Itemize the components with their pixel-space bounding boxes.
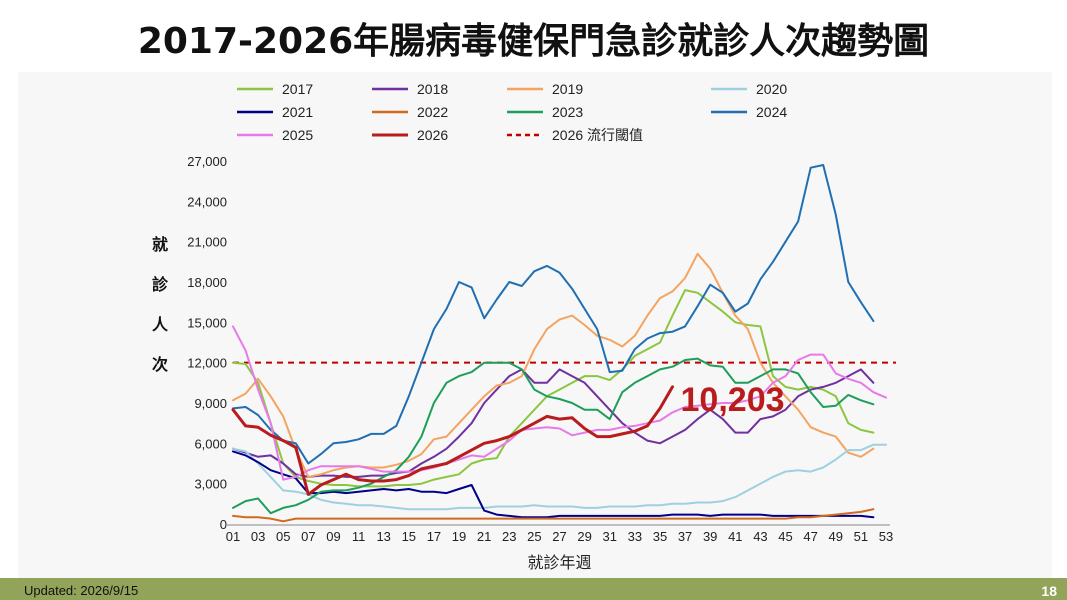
y-tick-label: 6,000 — [194, 436, 227, 451]
y-axis-label: 就診人次 — [152, 235, 169, 374]
y-tick-label: 27,000 — [187, 154, 227, 169]
x-tick-label: 49 — [829, 529, 843, 544]
y-tick-label: 18,000 — [187, 275, 227, 290]
series-group — [231, 164, 887, 523]
x-tick-label: 27 — [552, 529, 566, 544]
y-axis-ticks: 0 3,000 6,000 9,000 12,000 15,000 18,000 21,000… — [187, 154, 227, 532]
x-tick-label: 51 — [854, 529, 868, 544]
x-tick-label: 29 — [577, 529, 591, 544]
x-tick-label: 45 — [778, 529, 792, 544]
x-tick-label: 11 — [352, 529, 366, 544]
series-line-2022 — [232, 508, 875, 523]
legend-label: 2026 — [417, 127, 448, 143]
x-tick-label: 25 — [527, 529, 541, 544]
series-line-2021 — [232, 450, 875, 519]
x-tick-label: 19 — [452, 529, 466, 544]
x-tick-label: 35 — [653, 529, 667, 544]
x-axis-ticks: 01 03 05 07 09 11 13 15 17 19 21 23 25 27 29 31 33 35 37 39… — [226, 529, 893, 544]
series-line-2019 — [232, 252, 875, 478]
page-title: 2017-2026年腸病毒健保門急診就診人次趨勢圖 — [137, 21, 930, 62]
legend-label: 2022 — [417, 104, 448, 120]
x-tick-label: 17 — [427, 529, 441, 544]
legend-label: 2019 — [552, 81, 583, 97]
x-tick-label: 23 — [502, 529, 516, 544]
series-line-2024 — [232, 164, 875, 465]
legend-label: 2018 — [417, 81, 448, 97]
x-tick-label: 05 — [276, 529, 290, 544]
x-tick-label: 47 — [803, 529, 817, 544]
x-tick-label: 21 — [477, 529, 491, 544]
series-line-2020 — [232, 443, 887, 511]
legend-label: 2023 — [552, 104, 583, 120]
x-tick-label: 03 — [251, 529, 265, 544]
x-tick-label: 39 — [703, 529, 717, 544]
series-line-2023 — [232, 357, 875, 515]
x-tick-label: 43 — [753, 529, 767, 544]
y-axis-label-char: 次 — [152, 355, 168, 374]
legend-label: 2024 — [756, 104, 787, 120]
x-tick-label: 37 — [678, 529, 692, 544]
latest-value-callout: 10,203 — [681, 381, 785, 419]
legend-label: 2026 流行閾值 — [552, 127, 643, 143]
page-number: 18 — [1041, 583, 1057, 599]
x-tick-label: 53 — [879, 529, 893, 544]
y-axis-label-char: 人 — [152, 315, 169, 334]
x-tick-label: 13 — [376, 529, 390, 544]
x-axis-label: 就診年週 — [527, 553, 591, 572]
legend: 2017 2018 2019 2020 2021 2022 2023 2024 2025 2026… — [237, 81, 787, 143]
y-axis-label-char: 就 — [152, 235, 168, 254]
x-tick-label: 31 — [602, 529, 616, 544]
y-tick-label: 3,000 — [194, 477, 227, 492]
series-line-2025 — [232, 325, 887, 481]
x-tick-label: 15 — [402, 529, 416, 544]
y-tick-label: 9,000 — [194, 396, 227, 411]
x-tick-label: 33 — [628, 529, 642, 544]
footer-bar — [0, 578, 1067, 600]
legend-label: 2017 — [282, 81, 313, 97]
y-tick-label: 21,000 — [187, 235, 227, 250]
y-tick-label: 12,000 — [187, 356, 227, 371]
updated-date: Updated: 2026/9/15 — [24, 583, 139, 598]
series-line-2017 — [232, 289, 875, 488]
chart-panel — [18, 72, 1052, 578]
legend-label: 2020 — [756, 81, 787, 97]
y-tick-label: 15,000 — [187, 315, 227, 330]
y-tick-label: 24,000 — [187, 194, 227, 209]
legend-label: 2021 — [282, 104, 313, 120]
x-tick-label: 01 — [226, 529, 240, 544]
x-tick-label: 41 — [728, 529, 742, 544]
y-tick-label: 0 — [220, 517, 227, 532]
series-line-2026 — [231, 385, 674, 496]
y-axis-label-char: 診 — [152, 275, 169, 294]
x-tick-label: 07 — [301, 529, 315, 544]
legend-label: 2025 — [282, 127, 313, 143]
x-tick-label: 09 — [326, 529, 340, 544]
